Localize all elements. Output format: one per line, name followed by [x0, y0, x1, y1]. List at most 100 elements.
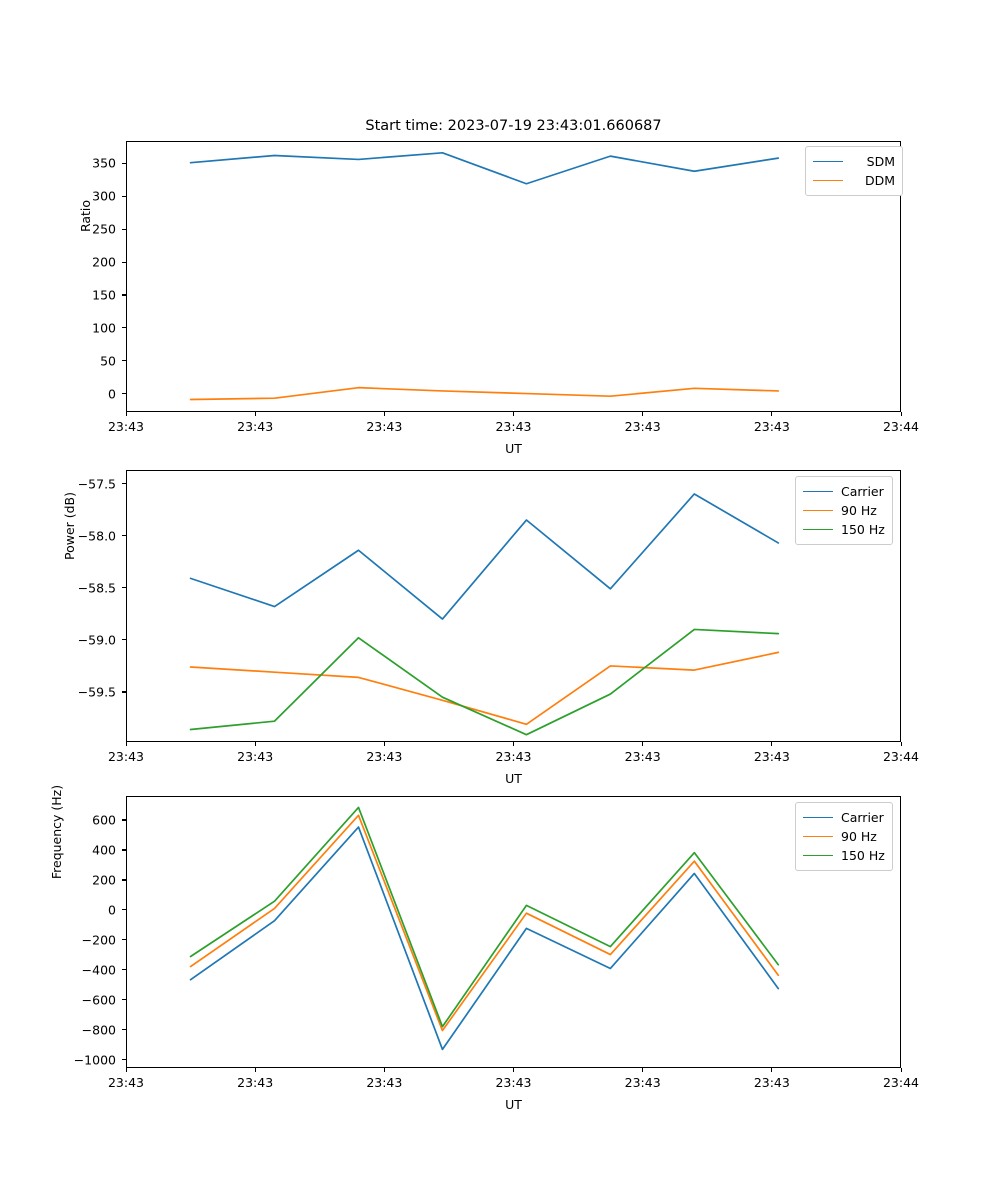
x-tick-label: 23:43 [624, 1075, 661, 1090]
y-tick-mark [122, 587, 126, 589]
legend-item-carrier[interactable]: Carrier [803, 482, 885, 501]
y-tick-label: 100 [92, 320, 116, 336]
y-tick-mark [122, 639, 126, 641]
x-tick-label: 23:43 [495, 419, 532, 434]
y-tick-label: 400 [92, 842, 116, 858]
legend-item-90-hz[interactable]: 90 Hz [803, 501, 885, 520]
x-tick-mark [383, 1068, 385, 1072]
power-legend[interactable]: Carrier 90 Hz 150 Hz [795, 476, 893, 545]
x-tick-mark [254, 1068, 256, 1072]
y-tick-mark [122, 261, 126, 263]
x-tick-label: 23:44 [882, 419, 920, 434]
series-line-sdm [189, 151, 780, 185]
y-tick-label: −58.5 [77, 580, 116, 596]
y-tick-label: −58.0 [77, 528, 116, 544]
legend-item-sdm[interactable]: SDM [813, 152, 895, 171]
y-tick-label: 600 [92, 812, 116, 828]
x-tick-label: 23:43 [366, 419, 403, 434]
frequency-legend[interactable]: Carrier 90 Hz 150 Hz [795, 802, 893, 871]
x-tick-mark [900, 1068, 902, 1072]
x-tick-label: 23:43 [237, 419, 274, 434]
legend-item-ddm[interactable]: DDM [813, 171, 895, 190]
y-tick-label: 350 [92, 155, 116, 171]
x-tick-label: 23:43 [237, 1075, 274, 1090]
y-tick-mark [122, 879, 126, 881]
legend-item-150-hz[interactable]: 150 Hz [803, 846, 885, 865]
x-tick-label: 23:43 [107, 419, 145, 434]
legend-line-swatch-icon [803, 491, 833, 492]
x-tick-mark [513, 742, 515, 746]
legend-line-swatch-icon [803, 510, 833, 511]
y-tick-mark [122, 360, 126, 362]
x-tick-mark [254, 742, 256, 746]
y-tick-mark [122, 327, 126, 329]
x-tick-mark [642, 1068, 644, 1072]
y-tick-mark [122, 1059, 126, 1061]
y-tick-mark [122, 969, 126, 971]
power-x-axis-label: UT [505, 771, 522, 786]
y-tick-label: 0 [108, 902, 116, 918]
y-tick-label: −800 [81, 1022, 116, 1038]
y-tick-mark [122, 294, 126, 296]
x-tick-mark [771, 1068, 773, 1072]
y-tick-label: 200 [92, 872, 116, 888]
y-tick-label: −400 [81, 962, 116, 978]
x-tick-mark [383, 412, 385, 416]
legend-item-carrier[interactable]: Carrier [803, 808, 885, 827]
x-tick-label: 23:43 [366, 749, 403, 764]
y-tick-mark [122, 909, 126, 911]
series-line-90-hz [189, 651, 780, 726]
y-tick-mark [122, 195, 126, 197]
legend-line-swatch-icon [813, 180, 843, 181]
series-line-carrier [189, 826, 780, 1051]
x-tick-mark [771, 412, 773, 416]
x-tick-mark [125, 1068, 127, 1072]
y-tick-label: −59.0 [77, 632, 116, 648]
x-tick-label: 23:44 [882, 1075, 920, 1090]
legend-item-150-hz[interactable]: 150 Hz [803, 520, 885, 539]
series-line-150-hz [189, 628, 780, 736]
legend-item-label: SDM [866, 154, 895, 169]
legend-item-label: 90 Hz [841, 829, 877, 844]
x-tick-mark [125, 742, 127, 746]
x-tick-label: 23:43 [624, 749, 661, 764]
x-tick-mark [900, 742, 902, 746]
y-tick-label: 0 [108, 386, 116, 402]
x-tick-label: 23:43 [237, 749, 274, 764]
y-tick-mark [122, 535, 126, 537]
legend-line-swatch-icon [813, 161, 843, 162]
x-tick-label: 23:43 [107, 1075, 145, 1090]
y-tick-label: 250 [92, 221, 116, 237]
x-tick-label: 23:43 [753, 419, 790, 434]
x-tick-label: 23:43 [753, 1075, 790, 1090]
y-tick-label: 150 [92, 287, 116, 303]
legend-item-label: Carrier [841, 484, 884, 499]
legend-line-swatch-icon [803, 529, 833, 530]
x-tick-mark [513, 412, 515, 416]
ratio-x-axis-label: UT [505, 441, 522, 456]
y-tick-mark [122, 999, 126, 1001]
y-tick-mark [122, 691, 126, 693]
x-tick-label: 23:43 [624, 419, 661, 434]
y-tick-mark [122, 819, 126, 821]
legend-item-label: Carrier [841, 810, 884, 825]
ratio-axes-frame [126, 141, 901, 412]
x-tick-mark [771, 742, 773, 746]
y-tick-label: −200 [81, 932, 116, 948]
x-tick-mark [900, 412, 902, 416]
ratio-legend[interactable]: SDM DDM [805, 146, 903, 196]
x-tick-label: 23:44 [882, 749, 920, 764]
y-tick-label: 300 [92, 188, 116, 204]
y-tick-mark [122, 228, 126, 230]
y-tick-label: −59.5 [77, 684, 116, 700]
y-tick-mark [122, 162, 126, 164]
y-tick-label: 200 [92, 254, 116, 270]
legend-item-90-hz[interactable]: 90 Hz [803, 827, 885, 846]
legend-item-label: DDM [864, 173, 895, 188]
legend-line-swatch-icon [803, 855, 833, 856]
x-tick-mark [254, 412, 256, 416]
